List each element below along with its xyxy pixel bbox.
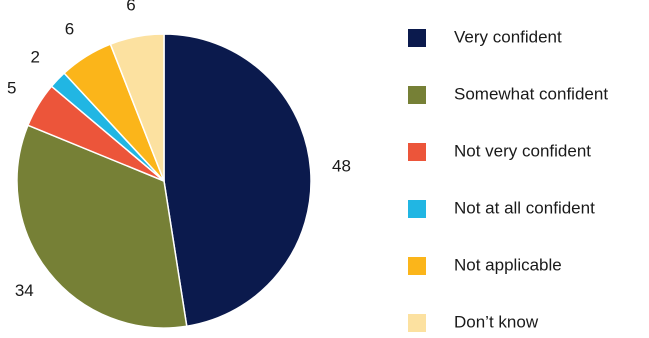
pie-slice-very-confident <box>163 33 312 328</box>
legend-label-somewhat-confident: Somewhat confident <box>454 84 608 103</box>
legend-swatch-not-applicable <box>408 257 426 275</box>
legend-item-dont-know: Don’t know <box>408 312 539 332</box>
legend-item-not-at-all-confident: Not at all confident <box>408 198 595 218</box>
data-label-not-at-all-confident: 2 <box>30 48 39 67</box>
legend-item-not-applicable: Not applicable <box>408 255 562 275</box>
legend-label-not-applicable: Not applicable <box>454 255 562 274</box>
data-label-not-very-confident: 5 <box>7 78 16 97</box>
legend: Very confident Somewhat confident Not very… <box>408 27 608 332</box>
legend-label-not-very-confident: Not very confident <box>454 141 591 160</box>
legend-swatch-not-very-confident <box>408 143 426 161</box>
legend-item-not-very-confident: Not very confident <box>408 141 591 161</box>
legend-label-very-confident: Very confident <box>454 27 562 46</box>
pie-slice-somewhat-confident <box>16 124 188 329</box>
legend-swatch-somewhat-confident <box>408 86 426 104</box>
pie-slice-dont-know <box>109 33 165 182</box>
data-label-somewhat-confident: 34 <box>15 281 34 300</box>
legend-swatch-not-at-all-confident <box>408 200 426 218</box>
legend-item-very-confident: Very confident <box>408 27 562 47</box>
pie-data-labels: 48 34 52 6 6 <box>7 0 351 300</box>
data-label-very-confident: 48 <box>332 157 351 176</box>
data-label-not-applicable: 6 <box>65 20 74 39</box>
legend-swatch-very-confident <box>408 29 426 47</box>
legend-item-somewhat-confident: Somewhat confident <box>408 84 608 104</box>
pie-slices <box>16 33 312 329</box>
legend-label-dont-know: Don’t know <box>454 312 539 331</box>
legend-label-not-at-all-confident: Not at all confident <box>454 198 595 217</box>
legend-swatch-dont-know <box>408 314 426 332</box>
data-label-dont-know: 6 <box>126 0 135 15</box>
